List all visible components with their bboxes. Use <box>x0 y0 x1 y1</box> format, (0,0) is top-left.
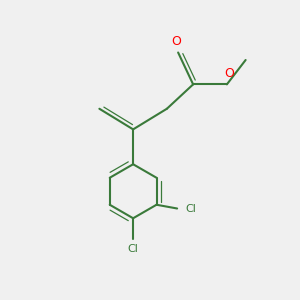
Text: O: O <box>224 67 234 80</box>
Text: O: O <box>171 35 181 48</box>
Text: Cl: Cl <box>185 203 196 214</box>
Text: Cl: Cl <box>128 244 139 254</box>
